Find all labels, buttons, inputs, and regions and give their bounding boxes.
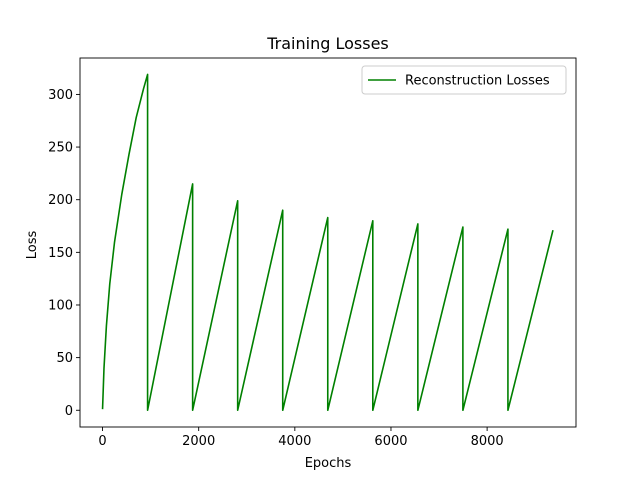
y-tick-label: 300	[48, 88, 73, 103]
plot-area: 0 2000 4000 6000 8000 0 50 100 150 200 250 300 Recon…	[48, 57, 577, 449]
x-tick-label: 6000	[374, 434, 407, 449]
y-tick-label: 50	[56, 351, 73, 366]
y-tick-label: 150	[48, 246, 73, 261]
chart-title: Training Losses	[266, 34, 389, 53]
y-axis-label: Loss	[25, 231, 40, 260]
x-tick-label: 0	[98, 434, 106, 449]
legend-box	[361, 65, 567, 95]
y-tick-label: 200	[48, 193, 73, 208]
x-tick-label: 2000	[182, 434, 215, 449]
x-tick-label: 4000	[278, 434, 311, 449]
y-tick-label: 250	[48, 141, 73, 156]
y-tick-label: 100	[48, 298, 73, 313]
x-axis-label: Epochs	[305, 456, 352, 471]
plot-frame	[79, 57, 577, 428]
legend-label: Reconstruction Losses	[405, 74, 550, 89]
y-tick-label: 0	[65, 404, 73, 419]
series-line-0	[101, 73, 554, 412]
x-tick-label: 8000	[471, 434, 504, 449]
